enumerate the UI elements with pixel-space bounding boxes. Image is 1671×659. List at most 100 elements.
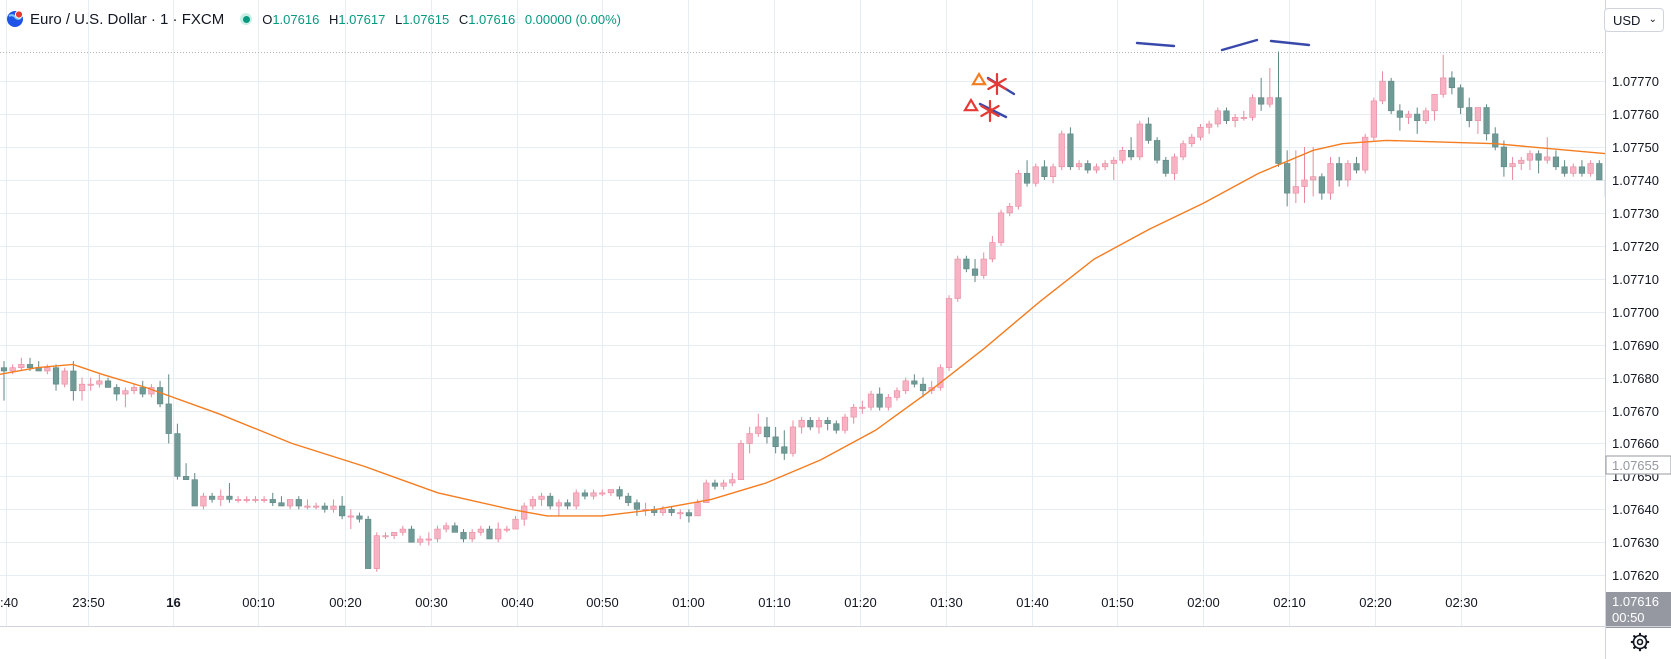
candle [746, 426, 753, 454]
symbol-title[interactable]: Euro / U.S. Dollar · 1 · FXCM [30, 10, 225, 28]
candle-body [1284, 163, 1291, 194]
time-tick-label: 01:40 [1016, 595, 1049, 610]
candle-body [1405, 113, 1412, 118]
candle-body [130, 387, 138, 392]
candle-body [278, 502, 285, 507]
candle [1275, 51, 1282, 167]
trend-line-drawing[interactable] [1220, 38, 1259, 52]
candle [1440, 54, 1447, 98]
candle-body [347, 515, 354, 518]
candle [1344, 160, 1351, 187]
candle [1431, 94, 1438, 121]
candle-body [44, 367, 51, 372]
price-tick-label: 1.07640 [1612, 502, 1659, 517]
candle-body [1214, 110, 1221, 125]
candle-body [1587, 163, 1594, 174]
candle [824, 417, 831, 431]
candle [963, 255, 970, 273]
candle-body [52, 367, 60, 385]
candle-body [815, 420, 823, 428]
candle-body [1188, 136, 1195, 145]
candle [243, 496, 250, 503]
candle [1240, 110, 1247, 121]
price-tick-label: 1.07700 [1612, 305, 1659, 320]
candle [521, 502, 528, 526]
candle [1015, 170, 1022, 210]
time-tick-label: 01:30 [930, 595, 963, 610]
chart-grid [0, 0, 1605, 626]
candle-body [434, 528, 441, 540]
candle [1258, 77, 1265, 111]
triangle-marker[interactable] [971, 71, 987, 86]
candle [1448, 71, 1455, 95]
candle-body [1258, 97, 1265, 105]
candle [182, 463, 190, 480]
candle [1162, 156, 1169, 177]
candle-body [356, 515, 363, 520]
candle-body [156, 387, 164, 405]
candle [1266, 67, 1273, 108]
candle [1535, 150, 1542, 174]
triangle-marker[interactable] [963, 97, 979, 112]
candle-body [746, 433, 753, 444]
candle [1466, 97, 1473, 128]
candle [1396, 104, 1403, 131]
moving-average-line [0, 139, 1606, 517]
candle [1180, 140, 1187, 161]
currency-select[interactable]: USD ⌄ [1604, 8, 1664, 32]
candle-body [1448, 77, 1455, 89]
candle-body [460, 532, 467, 540]
candle [902, 377, 909, 395]
candle-body [417, 538, 424, 543]
candle [477, 525, 484, 536]
last-price-label: 1.07616 00:50 [1606, 592, 1671, 628]
star-marker[interactable] [987, 72, 1007, 96]
candle-body [711, 482, 719, 487]
candle-body [529, 499, 536, 507]
candle-body [616, 489, 623, 497]
candle-body [391, 532, 398, 536]
candle [295, 496, 302, 510]
candle-body [1561, 166, 1568, 174]
candle [919, 377, 927, 398]
marker-price-text: 1.07655 [1612, 458, 1659, 473]
candle-body [547, 495, 554, 507]
candle-body [200, 495, 207, 507]
price-axis[interactable]: 1.07770 1.07760 1.07750 1.07740 1.07730 1.077… [1612, 74, 1659, 583]
gear-icon[interactable] [1630, 632, 1650, 652]
candle-body [867, 393, 875, 408]
candle-body [287, 499, 294, 507]
price-tick-label: 1.07770 [1612, 74, 1659, 89]
candle-body [1119, 150, 1126, 161]
candle [78, 377, 86, 401]
candle [651, 506, 658, 516]
time-axis-bg [0, 626, 1605, 659]
candle [347, 509, 354, 530]
candle [1379, 71, 1386, 105]
candle [495, 522, 502, 543]
time-axis[interactable]: :40 23:50 16 00:10 00:20 00:30 00:40 00:50 01:00… [0, 595, 1478, 610]
candle [1483, 104, 1490, 141]
price-tick-label: 1.07630 [1612, 535, 1659, 550]
candle-body [443, 525, 450, 530]
candle-body [564, 502, 571, 507]
trend-line-drawing[interactable] [1269, 39, 1311, 47]
price-tick-label: 1.07710 [1612, 272, 1659, 287]
candle-body [208, 495, 216, 500]
candle-body [1353, 163, 1360, 171]
star-marker[interactable] [980, 99, 1000, 123]
candle-body [321, 505, 328, 510]
candle [174, 423, 181, 480]
market-status-icon[interactable] [240, 13, 253, 25]
candle [156, 380, 164, 408]
candle-body [503, 528, 510, 531]
candle-body [234, 499, 242, 501]
candle [1336, 156, 1343, 187]
trend-line-drawing[interactable] [1135, 41, 1176, 48]
price-tick-label: 1.07670 [1612, 404, 1659, 419]
candle [1587, 160, 1594, 177]
candle-body [1041, 166, 1048, 177]
candle-body [590, 492, 597, 497]
candle-body [113, 387, 120, 395]
